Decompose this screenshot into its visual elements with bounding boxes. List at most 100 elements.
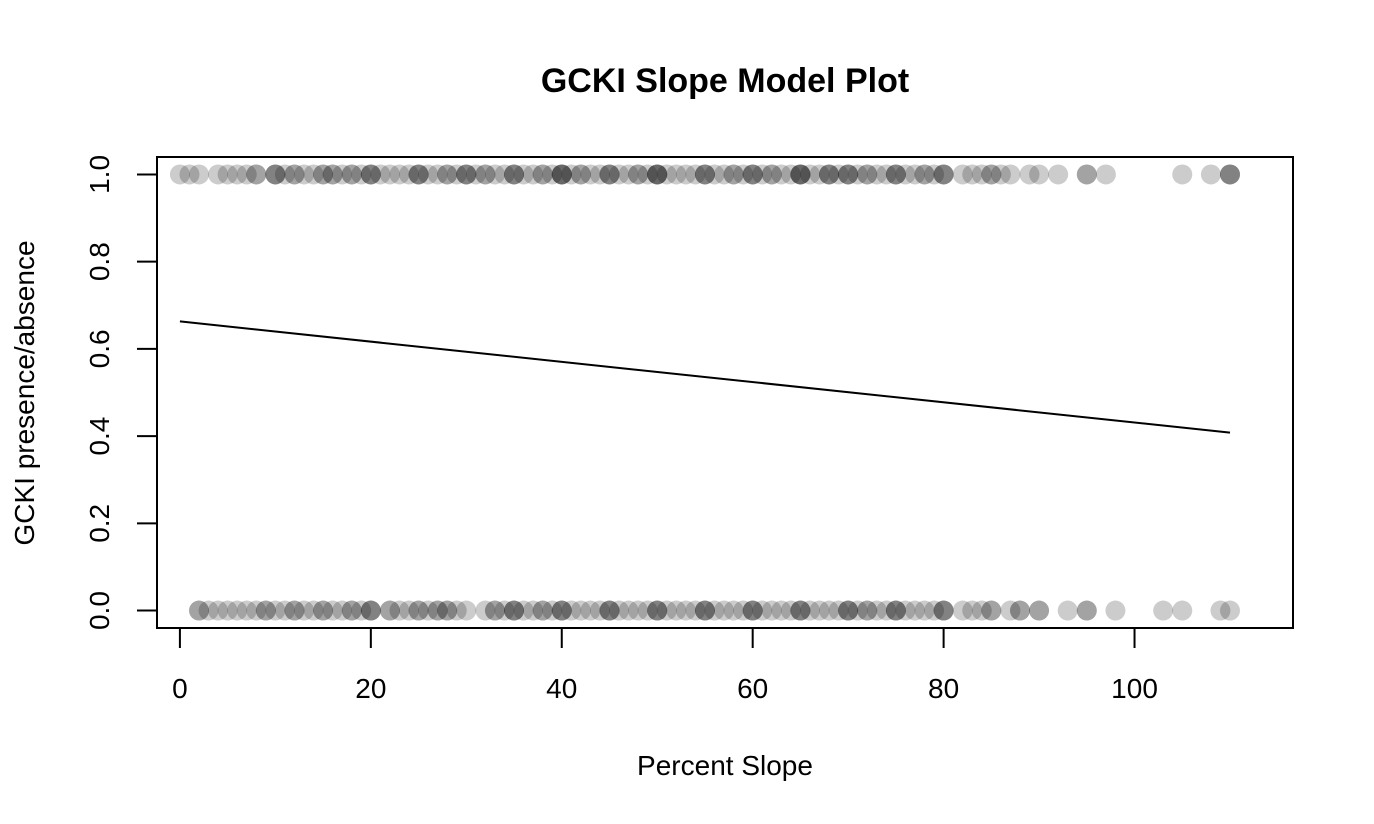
data-point: [189, 600, 210, 621]
data-point: [637, 600, 658, 621]
data-point: [694, 600, 715, 621]
data-point: [742, 164, 763, 185]
data-point: [866, 600, 887, 621]
data-point: [265, 600, 286, 621]
data-point: [876, 164, 897, 185]
data-point: [475, 600, 496, 621]
data-point: [618, 164, 639, 185]
data-point: [733, 600, 754, 621]
data-point: [771, 600, 792, 621]
data-point: [313, 600, 334, 621]
data-point: [971, 164, 992, 185]
data-point: [971, 600, 992, 621]
data-point: [456, 164, 477, 185]
data-point: [551, 600, 572, 621]
data-point: [551, 600, 572, 621]
data-point: [322, 164, 343, 185]
data-point: [284, 164, 305, 185]
data-point: [1172, 164, 1193, 185]
data-point: [284, 600, 305, 621]
data-point: [475, 164, 496, 185]
y-tick-label: 0.0: [84, 591, 115, 630]
data-point: [933, 600, 954, 621]
data-point: [647, 164, 668, 185]
data-point: [379, 600, 400, 621]
data-point: [494, 164, 515, 185]
data-point: [599, 600, 620, 621]
data-point: [790, 600, 811, 621]
y-tick-label: 0.6: [84, 329, 115, 368]
data-point: [1219, 164, 1240, 185]
data-point: [313, 164, 334, 185]
data-point: [904, 164, 925, 185]
y-tick-label: 1.0: [84, 155, 115, 194]
data-point: [494, 600, 515, 621]
data-point: [838, 600, 859, 621]
data-point: [303, 600, 324, 621]
data-point: [427, 600, 448, 621]
data-point: [1029, 600, 1050, 621]
data-point: [609, 600, 630, 621]
data-point: [418, 164, 439, 185]
data-point: [790, 164, 811, 185]
data-point: [771, 164, 792, 185]
data-point: [885, 164, 906, 185]
data-point: [790, 164, 811, 185]
data-point: [1076, 600, 1097, 621]
data-point: [962, 164, 983, 185]
data-point: [532, 164, 553, 185]
data-point: [809, 600, 830, 621]
data-point: [274, 600, 295, 621]
data-point: [504, 600, 525, 621]
data-point: [169, 164, 190, 185]
data-point: [723, 600, 744, 621]
data-point: [551, 164, 572, 185]
data-point: [351, 600, 372, 621]
data-point: [885, 600, 906, 621]
data-point: [551, 600, 572, 621]
data-point: [933, 164, 954, 185]
data-point: [427, 600, 448, 621]
data-point: [322, 600, 343, 621]
data-point: [360, 600, 381, 621]
data-point: [637, 164, 658, 185]
data-point: [885, 164, 906, 185]
data-point: [532, 164, 553, 185]
data-point: [752, 164, 773, 185]
data-point: [675, 600, 696, 621]
data-point: [179, 164, 200, 185]
data-point: [265, 164, 286, 185]
data-point: [236, 164, 257, 185]
data-point: [1076, 164, 1097, 185]
data-point: [981, 600, 1002, 621]
data-point: [790, 164, 811, 185]
data-point: [914, 164, 935, 185]
data-point: [761, 164, 782, 185]
data-point: [379, 164, 400, 185]
data-point: [532, 600, 553, 621]
x-tick-label: 0: [172, 673, 188, 704]
data-point: [1172, 600, 1193, 621]
data-point: [408, 164, 429, 185]
data-point: [370, 164, 391, 185]
data-point: [885, 600, 906, 621]
data-point: [1057, 600, 1078, 621]
data-point: [819, 164, 840, 185]
data-point: [666, 164, 687, 185]
data-point: [647, 600, 668, 621]
data-point: [847, 164, 868, 185]
data-point: [838, 164, 859, 185]
data-point: [322, 164, 343, 185]
y-axis-label: GCKI presence/absence: [9, 240, 40, 545]
data-point: [341, 164, 362, 185]
data-point: [885, 164, 906, 185]
data-point: [475, 164, 496, 185]
data-point: [1095, 164, 1116, 185]
data-point: [914, 600, 935, 621]
data-point: [609, 164, 630, 185]
data-point: [189, 600, 210, 621]
data-point: [962, 600, 983, 621]
data-point: [647, 164, 668, 185]
data-point: [952, 164, 973, 185]
data-point: [589, 600, 610, 621]
